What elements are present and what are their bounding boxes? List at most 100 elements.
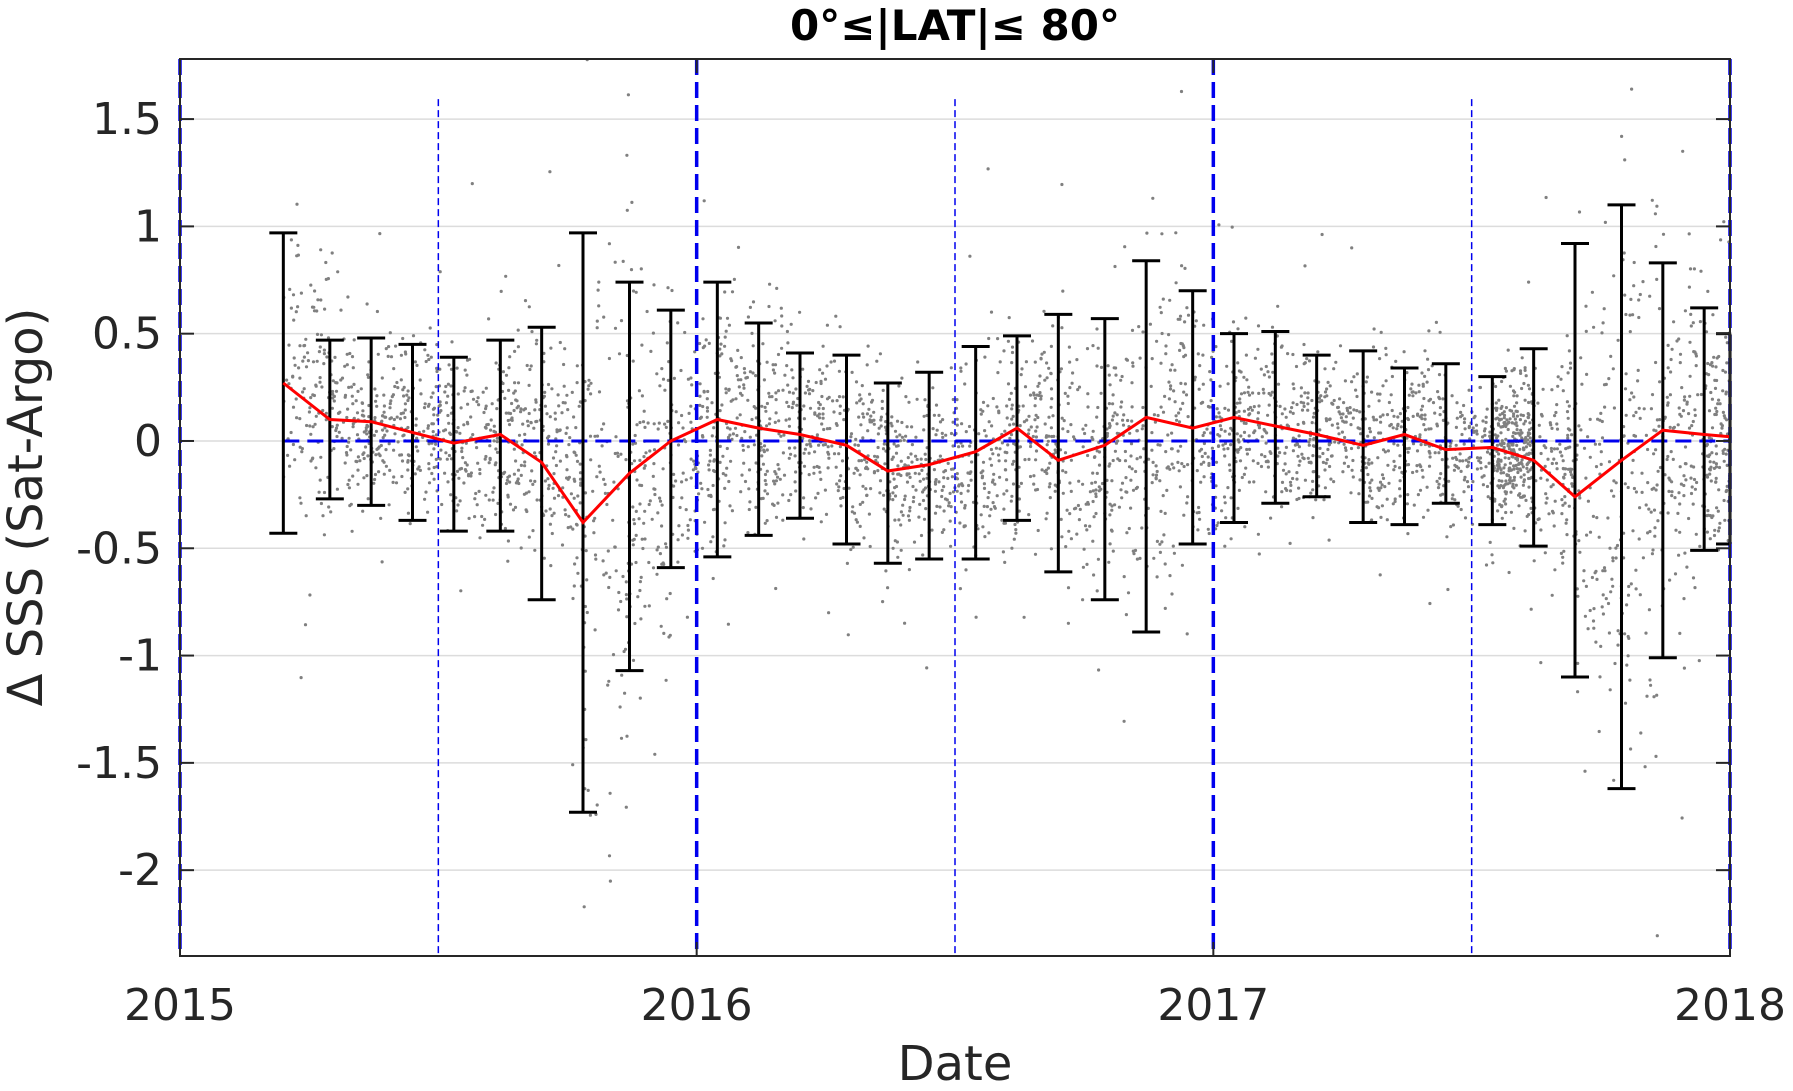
scatter-point [768, 395, 772, 399]
scatter-point [1498, 442, 1503, 446]
scatter-point [1072, 507, 1077, 511]
scatter-point [986, 496, 990, 500]
scatter-point [649, 349, 653, 353]
scatter-point [866, 467, 870, 471]
scatter-point [912, 495, 916, 499]
scatter-point [1223, 501, 1227, 505]
scatter-point [1634, 587, 1638, 591]
scatter-point [1366, 472, 1370, 477]
scatter-point [968, 444, 972, 448]
scatter-point [1235, 448, 1239, 452]
scatter-point [1525, 466, 1529, 470]
scatter-point [1678, 530, 1682, 534]
scatter-point [1606, 601, 1611, 606]
scatter-point [734, 397, 738, 401]
scatter-point [1221, 443, 1225, 447]
scatter-point [1600, 436, 1605, 440]
scatter-point [949, 431, 954, 436]
scatter-point [1257, 423, 1261, 427]
scatter-point [427, 442, 431, 446]
scatter-point [932, 413, 937, 417]
scatter-point [1497, 479, 1501, 483]
scatter-point [347, 486, 351, 490]
scatter-point [571, 527, 575, 531]
scatter-point [726, 622, 731, 626]
scatter-point [546, 477, 550, 481]
scatter-point [1710, 451, 1714, 455]
scatter-point [1683, 445, 1688, 449]
scatter-point [922, 477, 926, 481]
scatter-point [291, 293, 296, 297]
scatter-point [588, 434, 593, 438]
scatter-point [415, 363, 419, 367]
scatter-point [1099, 365, 1104, 369]
scatter-point [1526, 438, 1530, 442]
scatter-point [1552, 524, 1556, 528]
scatter-point [573, 479, 577, 483]
scatter-point [821, 416, 825, 420]
scatter-point [1473, 429, 1477, 433]
scatter-point [723, 290, 727, 294]
scatter-point [1500, 516, 1504, 520]
scatter-point [1599, 644, 1603, 649]
scatter-point [1439, 472, 1443, 476]
scatter-point [1239, 446, 1243, 450]
scatter-point [1501, 471, 1506, 475]
scatter-point [1609, 489, 1614, 493]
scatter-point [526, 419, 530, 423]
scatter-point [385, 429, 389, 433]
scatter-point [1344, 448, 1348, 452]
scatter-point [1281, 468, 1286, 472]
scatter-point [1217, 223, 1221, 227]
scatter-point [456, 503, 460, 507]
scatter-point [345, 352, 349, 356]
scatter-point [1536, 401, 1540, 405]
scatter-point [619, 599, 623, 604]
scatter-point [851, 505, 855, 509]
scatter-point [1029, 425, 1033, 429]
scatter-point [1316, 350, 1320, 354]
scatter-point [427, 481, 432, 485]
scatter-point [1600, 605, 1604, 609]
scatter-point [1504, 437, 1508, 441]
scatter-point [823, 442, 828, 447]
scatter-point [600, 444, 604, 448]
scatter-point [633, 621, 637, 626]
scatter-point [921, 553, 925, 557]
scatter-point [467, 516, 471, 521]
scatter-point [1484, 415, 1488, 419]
scatter-point [1337, 410, 1341, 414]
scatter-point [1594, 640, 1598, 644]
scatter-point [1260, 435, 1264, 439]
scatter-point [742, 383, 746, 387]
scatter-point [595, 475, 599, 479]
scatter-point [459, 589, 463, 593]
scatter-point [914, 435, 918, 439]
scatter-point [1349, 491, 1353, 495]
scatter-point [1398, 487, 1402, 491]
scatter-point [1308, 437, 1312, 441]
scatter-point [291, 405, 296, 409]
scatter-point [1247, 434, 1251, 438]
scatter-point [987, 490, 991, 495]
scatter-point [1687, 232, 1691, 236]
scatter-point [1078, 507, 1082, 511]
scatter-point [1437, 373, 1442, 377]
scatter-point [1647, 608, 1651, 612]
scatter-point [1378, 480, 1383, 484]
scatter-point [1302, 342, 1306, 347]
scatter-point [1519, 428, 1523, 432]
scatter-point [1205, 427, 1209, 431]
scatter-point [1005, 478, 1009, 482]
scatter-point [343, 395, 347, 399]
scatter-point [882, 493, 886, 497]
scatter-point [469, 415, 473, 419]
scatter-point [1159, 311, 1163, 315]
scatter-point [731, 398, 735, 402]
scatter-point [366, 373, 370, 377]
scatter-point [1262, 373, 1266, 377]
scatter-point [489, 428, 493, 432]
scatter-point [1561, 389, 1565, 393]
x-tick-layer: 2015 2016 2017 2018 [124, 59, 1786, 1031]
scatter-point [561, 486, 565, 490]
